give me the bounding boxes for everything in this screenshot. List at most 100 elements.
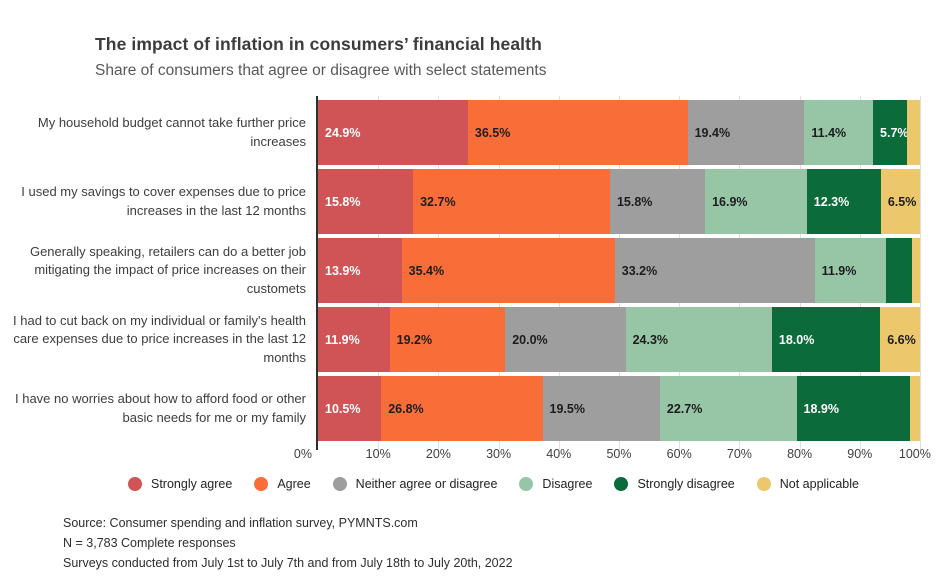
bar-segment: 32.7% [413,169,610,234]
x-axis-tick-label: 20% [425,447,451,461]
bar-segment: 19.4% [687,100,805,165]
segment-value-label: 33.2% [621,263,658,278]
bar-segment [907,100,920,165]
segment-value-label: 18.0% [778,332,815,347]
legend-label: Strongly disagree [637,477,735,491]
legend-item: Not applicable [756,477,859,491]
bar-segment: 10.5% [318,376,382,441]
bar-segment: 22.7% [659,376,797,441]
category-label: Generally speaking, retailers can do a b… [29,244,306,296]
segment-value-label: 36.5% [474,125,511,140]
bar-segment: 11.9% [318,307,390,372]
chart-row: I have no worries about how to afford fo… [0,376,937,441]
chart-row: Generally speaking, retailers can do a b… [0,238,937,303]
bar-segment: 6.5% [880,169,920,234]
segment-value-label: 24.3% [632,332,669,347]
legend: Strongly agree Agree Neither agree or disa… [128,477,859,491]
segment-value-label: 10.5% [325,401,361,416]
survey-dates-note: Surveys conducted from July 1st to July … [63,556,513,570]
x-axis-tick-label: 30% [486,447,512,461]
bar-segment: 19.5% [542,376,660,441]
segment-value-label: 18.9% [803,401,839,416]
x-axis-tick-label: 50% [606,447,632,461]
plot-area: My household budget cannot take further … [0,96,937,450]
stacked-bar: 15.8% 32.7% 15.8% 16.9% 12.3% 6.5% [318,169,920,234]
stacked-bar: 24.9% 36.5% 19.4% 11.4% 5.7% [318,100,920,165]
segment-value-label: 20.0% [512,332,548,347]
legend-label: Disagree [542,477,593,491]
segment-value-label: 35.4% [408,263,445,278]
bar-segment: 16.9% [705,169,807,234]
bar-segment: 11.9% [814,238,887,303]
segment-value-label: 6.5% [887,194,917,209]
bar-segment: 15.8% [318,169,414,234]
segment-value-label: 24.9% [325,125,361,140]
bar-segment [911,238,920,303]
category-label: I used my savings to cover expenses due … [21,184,306,218]
chart-row: My household budget cannot take further … [0,100,937,165]
bar-segment: 18.0% [771,307,881,372]
legend-color-dot-icon [254,477,269,491]
x-axis-tick-label: 0% [293,447,312,461]
bar-segment: 11.4% [804,100,874,165]
segment-value-label: 22.7% [666,401,703,416]
footer-notes: Source: Consumer spending and inflation … [63,513,513,573]
bar-segment: 33.2% [614,238,815,303]
segment-value-label: 12.3% [813,194,850,209]
legend-item: Agree [254,477,311,491]
legend-item: Neither agree or disagree [332,477,497,491]
segment-value-label: 5.7% [880,125,909,140]
bar-segment: 24.9% [318,100,468,165]
legend-label: Not applicable [779,477,859,491]
x-axis-tick-label: 40% [546,447,572,461]
segment-value-label: 16.9% [712,194,748,209]
segment-value-label: 15.8% [325,194,361,209]
bar-segment [886,238,912,303]
legend-label: Strongly agree [151,477,233,491]
legend-color-dot-icon [128,477,142,491]
source-note: Source: Consumer spending and inflation … [63,516,418,530]
chart-header: The impact of inflation in consumers’ fi… [95,34,546,80]
chart-subtitle: Share of consumers that agree or disagre… [95,62,547,79]
y-axis-line [316,96,318,450]
chart-row: I used my savings to cover expenses due … [0,169,937,234]
x-axis-tick-label: 90% [847,447,873,461]
stacked-bar-chart: My household budget cannot take further … [0,96,937,463]
segment-value-label: 26.8% [388,401,424,416]
segment-value-label: 6.6% [887,332,916,347]
x-axis-tick-label: 10% [365,447,391,461]
segment-value-label: 19.5% [549,401,585,416]
bar-segment: 6.6% [880,307,920,372]
segment-value-label: 15.8% [616,194,653,209]
bar-segment: 5.7% [873,100,909,165]
segment-value-label: 19.4% [694,125,731,140]
stacked-bar: 13.9% 35.4% 33.2% 11.9% [318,238,920,303]
category-label: I have no worries about how to afford fo… [15,391,306,425]
gridline [920,96,921,450]
segment-value-label: 13.9% [325,263,361,278]
x-axis-tick-label: 60% [666,447,692,461]
legend-color-dot-icon [332,477,347,491]
chart-title: The impact of inflation in consumers’ fi… [95,34,542,54]
segment-value-label: 19.2% [396,332,433,347]
legend-item: Strongly disagree [614,477,735,491]
bar-segment: 26.8% [381,376,543,441]
segment-value-label: 11.4% [811,125,847,140]
bar-segment [910,376,920,441]
x-axis-tick-label: 80% [787,447,813,461]
x-axis-tick-label: 70% [726,447,752,461]
x-axis-tick-label: 100% [898,447,931,461]
bar-segment: 18.9% [796,376,911,441]
legend-item: Disagree [519,477,592,491]
legend-color-dot-icon [756,477,771,491]
bar-segment: 15.8% [609,169,706,234]
bar-segment: 20.0% [505,307,626,372]
chart-row: I had to cut back on my individual or fa… [0,307,937,372]
segment-value-label: 32.7% [420,194,456,209]
category-label: My household budget cannot take further … [37,115,306,149]
bar-segment: 12.3% [806,169,881,234]
category-label: I had to cut back on my individual or fa… [13,313,306,365]
bar-segment: 35.4% [401,238,615,303]
legend-item: Strongly agree [128,477,232,491]
